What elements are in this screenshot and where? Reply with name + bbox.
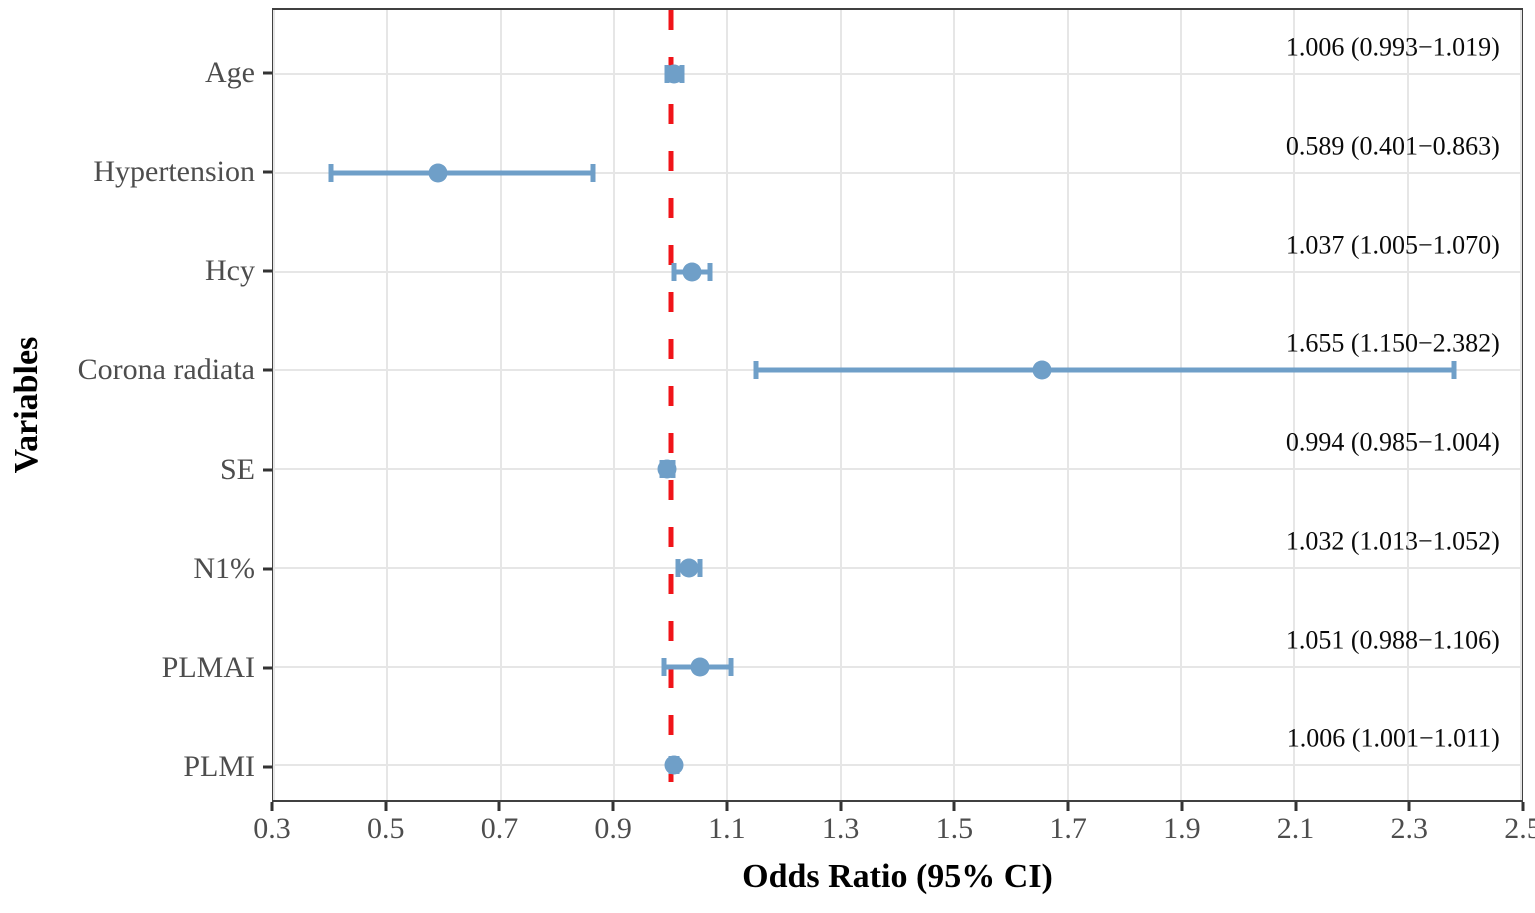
x-axis-tick-label: 1.9 [1163, 812, 1201, 845]
error-bar-cap-right [590, 163, 596, 182]
data-point [690, 657, 710, 677]
reference-line [668, 10, 674, 800]
y-axis-label: N1% [193, 551, 255, 585]
gridline-horizontal [274, 764, 1521, 767]
x-axis-tick-label: 1.3 [821, 812, 860, 845]
y-axis-label: PLMI [183, 750, 255, 784]
y-axis-label: Age [205, 55, 255, 89]
x-axis-tick-mark [497, 802, 501, 811]
x-axis-tick-mark [270, 802, 274, 811]
data-point [679, 558, 699, 578]
x-axis-tick-mark [839, 802, 843, 811]
x-axis-tick-label: 2.1 [1276, 812, 1315, 845]
data-point [664, 64, 684, 84]
gridline-vertical [499, 10, 502, 800]
error-bar-cap-right [697, 558, 703, 577]
error-bar [755, 367, 1455, 373]
gridline-horizontal [274, 270, 1521, 273]
or-ci-annotation: 1.006 (0.993−1.019) [1285, 32, 1500, 62]
y-axis-tick-mark [263, 468, 272, 471]
x-axis-tick-label: 0.3 [253, 812, 291, 845]
gridline-horizontal [274, 566, 1521, 569]
data-point [428, 163, 448, 183]
gridline-vertical [273, 10, 275, 800]
error-bar-cap-right [1451, 361, 1457, 380]
or-ci-annotation: 0.994 (0.985−1.004) [1285, 427, 1500, 457]
plot-panel: 1.006 (0.993−1.019) 0.589 (0.401−0.863) 1.… [272, 8, 1523, 802]
x-axis-tick-mark [1294, 802, 1298, 811]
y-axis-tick-mark [263, 666, 272, 670]
y-axis-label: SE [219, 452, 255, 486]
error-bar-cap-left [675, 558, 681, 577]
x-axis-tick-label: 1.5 [935, 812, 974, 845]
gridline-vertical [1406, 10, 1409, 800]
error-bar-cap-right [728, 657, 734, 676]
data-point [664, 755, 684, 775]
or-ci-annotation: 1.037 (1.005−1.070) [1285, 230, 1500, 260]
error-bar-cap-left [671, 262, 677, 281]
gridline-horizontal [274, 73, 1521, 76]
x-axis: 0.3 0.5 0.7 0.9 1.1 1.3 1.5 1.7 1.9 2.1 2.3 2.5 [253, 802, 1535, 862]
gridline-horizontal [274, 665, 1521, 668]
gridline-horizontal [274, 171, 1521, 174]
x-axis-tick-mark [1521, 802, 1525, 811]
or-ci-annotation: 1.032 (1.013−1.052) [1285, 526, 1500, 556]
y-axis-tick-mark [263, 71, 272, 74]
y-axis-label: Hcy [205, 254, 255, 287]
y-axis-tick-mark [263, 170, 272, 174]
gridline-vertical [953, 10, 956, 800]
gridline-vertical [1520, 10, 1522, 800]
y-axis-tick-mark [263, 269, 272, 273]
y-axis-tick-mark [263, 765, 272, 769]
or-ci-annotation: 0.589 (0.401−0.863) [1285, 131, 1500, 161]
gridline-vertical [726, 10, 729, 800]
y-axis-label: Corona radiata [77, 353, 255, 387]
data-point [1032, 360, 1052, 380]
or-ci-annotation: 1.006 (1.001−1.011) [1286, 723, 1500, 753]
or-ci-annotation: 1.051 (0.988−1.106) [1285, 625, 1500, 655]
error-bar-cap-left [661, 657, 667, 676]
x-axis-tick-mark [611, 802, 615, 811]
y-axis-label: Hypertension [93, 154, 255, 188]
gridline-vertical [1293, 10, 1296, 800]
x-axis-tick-mark [1066, 802, 1070, 811]
error-bar [331, 170, 594, 176]
x-axis-title: Odds Ratio (95% CI) [742, 858, 1053, 895]
gridline-vertical [613, 10, 616, 800]
y-axis-tick-mark [263, 368, 272, 372]
gridline-vertical [839, 10, 842, 800]
error-bar-cap-left [328, 163, 334, 182]
x-axis-tick-mark [1407, 802, 1411, 811]
error-bar-cap-right [707, 262, 713, 281]
or-ci-annotation: 1.655 (1.150−2.382) [1285, 328, 1500, 358]
x-axis-tick-mark [952, 802, 956, 811]
x-axis-tick-label: 0.9 [594, 812, 632, 845]
x-axis-tick-label: 1.1 [708, 812, 746, 845]
y-axis-tick-mark [263, 567, 272, 571]
gridline-vertical [1179, 10, 1182, 800]
x-axis-tick-label: 2.3 [1390, 812, 1429, 845]
data-point [682, 262, 702, 282]
x-axis-tick-label: 0.5 [366, 812, 405, 845]
x-axis-tick-mark [1180, 802, 1184, 811]
x-axis-tick-label: 0.7 [480, 812, 519, 845]
gridline-horizontal [274, 468, 1521, 471]
error-bar-cap-left [753, 361, 759, 380]
gridline-vertical [1066, 10, 1069, 800]
x-axis-tick-label: 1.7 [1049, 812, 1087, 845]
x-axis-tick-mark [725, 802, 729, 811]
x-axis-tick-label: 2.5 [1504, 812, 1535, 845]
data-point [657, 459, 677, 479]
gridline-vertical [386, 10, 389, 800]
y-axis: Age Hypertension Hcy Corona radiata SE N1% PLM… [0, 8, 272, 802]
x-axis-tick-mark [384, 802, 388, 811]
y-axis-label: PLMAI [161, 651, 255, 684]
